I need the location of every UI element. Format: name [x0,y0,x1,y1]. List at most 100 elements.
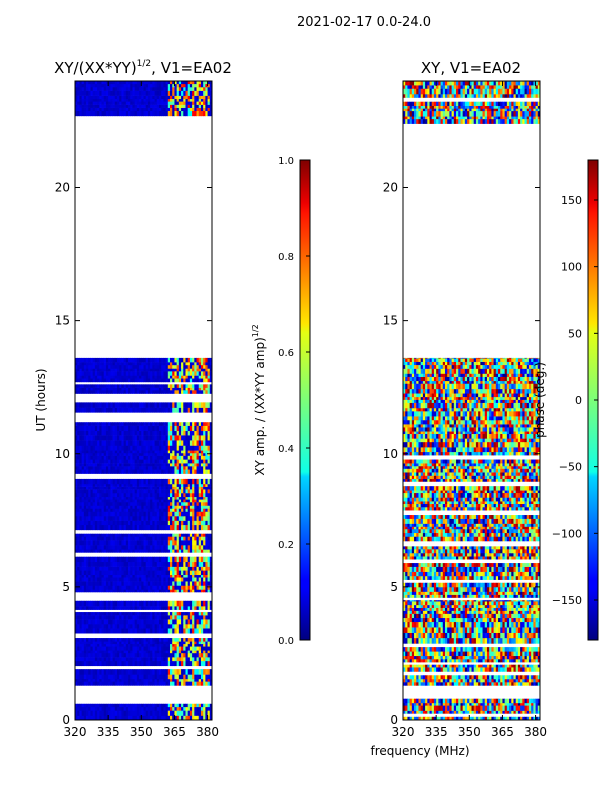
amplitude-heatmap-cell [132,619,136,625]
amplitude-heatmap-cell [103,384,107,388]
amplitude-heatmap-cell [205,452,208,456]
amplitude-heatmap-cell [99,98,102,102]
amplitude-heatmap-cell [99,371,102,376]
amplitude-heatmap-cell [163,577,166,582]
amplitude-heatmap-cell [81,483,85,487]
amplitude-heatmap-cell [156,669,160,675]
amplitude-heatmap-cell [172,389,175,394]
amplitude-heatmap-cell [116,524,120,531]
amplitude-heatmap-cell [205,450,208,454]
amplitude-heatmap-cell [103,463,107,467]
amplitude-heatmap-cell [114,501,118,506]
amplitude-heatmap-cell [103,364,107,369]
amplitude-heatmap-cell [194,389,197,394]
amplitude-heatmap-cell [185,450,189,454]
amplitude-heatmap-cell [75,375,78,379]
amplitude-heatmap-cell [75,402,78,408]
amplitude-heatmap-cell [178,466,182,470]
amplitude-heatmap-cell [125,101,129,105]
amplitude-heatmap-cell [145,638,149,642]
amplitude-heatmap-cell [123,681,127,686]
amplitude-heatmap-cell [170,362,173,366]
amplitude-heatmap-cell [94,501,98,506]
amplitude-heatmap-cell [194,660,197,667]
amplitude-heatmap-cell [119,371,122,376]
amplitude-heatmap-cell [103,574,107,578]
amplitude-heatmap-cell [203,600,206,607]
amplitude-heatmap-cell [130,641,133,645]
amplitude-heatmap-cell [207,478,211,485]
amplitude-heatmap-cell [207,110,211,117]
amplitude-heatmap-cell [83,110,87,117]
figure-suptitle: 2021-02-17 0.0-24.0 [297,15,431,30]
amplitude-heatmap-cell [207,681,211,686]
amplitude-heatmap-cell [205,520,208,526]
amplitude-heatmap-cell [167,375,171,379]
amplitude-heatmap-cell [101,101,105,105]
amplitude-heatmap-cell [143,463,147,467]
amplitude-heatmap-cell [158,533,162,537]
amplitude-heatmap-cell [136,486,140,490]
amplitude-heatmap-cell [134,612,138,616]
amplitude-heatmap-cell [203,445,206,451]
amplitude-heatmap-cell [150,619,153,625]
amplitude-heatmap-cell [123,387,127,391]
amplitude-heatmap-cell [128,110,131,117]
amplitude-heatmap-cell [136,511,140,517]
amplitude-heatmap-cell [174,357,178,363]
amplitude-heatmap-cell [156,615,160,620]
amplitude-heatmap-cell [189,387,193,391]
amplitude-heatmap-cell [90,624,94,629]
amplitude-heatmap-cell [94,422,98,426]
amplitude-heatmap-cell [136,660,140,667]
amplitude-heatmap-cell [86,643,89,647]
amplitude-heatmap-cell [132,638,136,642]
amplitude-heatmap-cell [79,533,83,537]
amplitude-heatmap-cell [187,501,191,506]
amplitude-heatmap-cell [130,362,133,366]
amplitude-heatmap-cell [136,387,140,391]
amplitude-heatmap-cell [172,371,175,376]
amplitude-heatmap-cell [112,508,116,512]
amplitude-heatmap-cell [158,660,162,667]
amplitude-heatmap-cell [77,98,80,102]
amplitude-heatmap-cell [105,389,109,394]
amplitude-heatmap-cell [88,533,91,537]
amplitude-heatmap-cell [156,619,160,625]
amplitude-heatmap-cell [77,466,80,470]
amplitude-heatmap-cell [207,566,211,571]
amplitude-heatmap-cell [145,536,149,541]
amplitude-heatmap-cell [92,574,96,578]
amplitude-heatmap-cell [116,650,120,654]
amplitude-heatmap-cell [207,520,211,526]
amplitude-heatmap-cell [209,524,212,531]
amplitude-heatmap-cell [174,469,178,474]
amplitude-heatmap-cell [209,556,212,563]
amplitude-heatmap-cell [176,545,180,550]
amplitude-heatmap-cell [147,585,151,590]
amplitude-heatmap-cell [167,496,171,500]
amplitude-heatmap-cell [110,566,113,571]
amplitude-heatmap-cell [165,384,169,388]
amplitude-heatmap-cell [156,375,160,379]
amplitude-heatmap-cell [130,674,133,680]
amplitude-heatmap-cell [86,425,89,432]
amplitude-heatmap-cell [103,469,107,474]
amplitude-heatmap-cell [189,577,193,582]
amplitude-heatmap-cell [79,430,83,436]
amplitude-heatmap-cell [147,459,151,464]
amplitude-heatmap-cell [203,652,206,658]
amplitude-heatmap-cell [110,486,113,490]
amplitude-heatmap-cell [136,549,140,553]
amplitude-heatmap-cell [172,362,175,366]
amplitude-heatmap-cell [150,577,153,582]
amplitude-heatmap-cell [121,407,125,413]
amplitude-heatmap-cell [145,646,149,651]
amplitude-heatmap-cell [99,650,102,654]
amplitude-heatmap-cell [183,110,186,117]
amplitude-heatmap-cell [181,407,184,413]
amplitude-heatmap-cell [178,459,182,464]
amplitude-heatmap-cell [194,371,197,376]
amplitude-heatmap-cell [176,499,180,503]
amplitude-heatmap-cell [187,566,191,571]
